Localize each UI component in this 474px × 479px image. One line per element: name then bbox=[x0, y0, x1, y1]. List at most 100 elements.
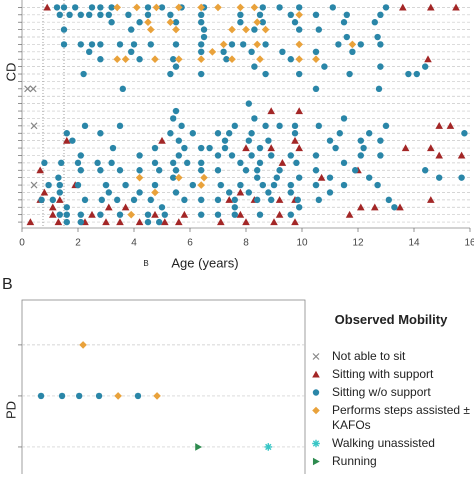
marker bbox=[315, 26, 322, 33]
marker bbox=[198, 167, 205, 174]
marker bbox=[184, 159, 191, 167]
marker bbox=[114, 196, 121, 204]
marker bbox=[86, 48, 93, 56]
marker bbox=[144, 4, 152, 11]
marker bbox=[134, 392, 142, 400]
marker bbox=[248, 130, 255, 137]
marker bbox=[332, 144, 339, 152]
marker bbox=[225, 196, 233, 203]
marker bbox=[422, 167, 429, 174]
marker bbox=[144, 218, 152, 226]
marker bbox=[366, 130, 373, 137]
marker bbox=[312, 406, 320, 415]
marker bbox=[58, 159, 65, 167]
legend-marker bbox=[312, 439, 320, 448]
marker bbox=[231, 204, 238, 211]
marker bbox=[291, 218, 299, 226]
marker bbox=[130, 196, 138, 204]
x-axis-title: Age (years) bbox=[171, 255, 238, 270]
marker bbox=[198, 211, 205, 218]
legend-title: Observed Mobility bbox=[334, 312, 448, 327]
marker bbox=[175, 55, 183, 64]
marker bbox=[136, 19, 143, 26]
marker bbox=[175, 152, 182, 159]
marker bbox=[435, 122, 443, 129]
marker bbox=[49, 203, 57, 211]
marker bbox=[291, 19, 299, 26]
marker bbox=[200, 33, 208, 41]
marker bbox=[352, 167, 359, 174]
marker bbox=[287, 181, 294, 189]
marker bbox=[122, 181, 129, 189]
marker bbox=[214, 167, 222, 174]
marker bbox=[105, 189, 113, 196]
marker bbox=[317, 173, 326, 181]
marker bbox=[287, 189, 294, 196]
marker bbox=[181, 196, 188, 204]
marker bbox=[208, 48, 217, 56]
marker bbox=[295, 40, 303, 49]
marker bbox=[287, 152, 294, 159]
marker bbox=[256, 55, 264, 64]
marker bbox=[54, 218, 63, 226]
marker bbox=[228, 41, 236, 48]
marker bbox=[236, 210, 245, 218]
marker bbox=[268, 152, 275, 159]
marker bbox=[135, 173, 144, 182]
marker bbox=[97, 11, 104, 19]
marker bbox=[136, 56, 143, 63]
marker bbox=[151, 55, 159, 64]
marker bbox=[401, 144, 410, 152]
marker bbox=[261, 25, 270, 34]
marker bbox=[114, 392, 122, 400]
legend-item: Running bbox=[308, 454, 474, 469]
marker bbox=[245, 189, 252, 196]
marker bbox=[214, 196, 222, 204]
marker bbox=[197, 55, 205, 64]
marker bbox=[296, 70, 303, 78]
marker bbox=[108, 159, 115, 167]
marker bbox=[375, 85, 383, 93]
marker bbox=[30, 122, 38, 130]
marker bbox=[153, 392, 161, 400]
marker bbox=[343, 11, 350, 19]
marker bbox=[63, 136, 71, 144]
marker bbox=[147, 196, 154, 204]
marker bbox=[237, 11, 244, 19]
marker bbox=[66, 11, 73, 19]
marker bbox=[86, 11, 93, 19]
marker bbox=[312, 48, 320, 56]
marker bbox=[198, 159, 205, 167]
marker bbox=[116, 218, 124, 226]
legend-marker bbox=[312, 370, 320, 378]
marker bbox=[291, 122, 299, 130]
marker bbox=[214, 152, 222, 159]
marker bbox=[200, 26, 208, 33]
marker bbox=[248, 48, 255, 56]
marker bbox=[315, 196, 322, 204]
marker bbox=[60, 4, 68, 11]
marker bbox=[452, 3, 460, 11]
marker bbox=[97, 167, 104, 174]
marker bbox=[180, 210, 189, 218]
marker bbox=[357, 152, 364, 159]
marker bbox=[113, 3, 121, 12]
marker bbox=[326, 189, 334, 196]
marker bbox=[172, 189, 180, 196]
marker bbox=[161, 211, 168, 218]
marker bbox=[340, 159, 348, 167]
x-tick-label: 10 bbox=[296, 238, 308, 249]
marker bbox=[214, 130, 222, 137]
marker bbox=[340, 19, 348, 26]
marker bbox=[275, 196, 284, 203]
marker bbox=[198, 41, 205, 48]
marker bbox=[56, 196, 64, 203]
marker bbox=[236, 3, 245, 12]
marker bbox=[287, 211, 294, 218]
marker bbox=[63, 211, 70, 218]
legend-label: Walking unassisted bbox=[332, 436, 435, 450]
marker bbox=[79, 341, 87, 349]
marker bbox=[253, 40, 261, 49]
marker bbox=[198, 144, 205, 152]
